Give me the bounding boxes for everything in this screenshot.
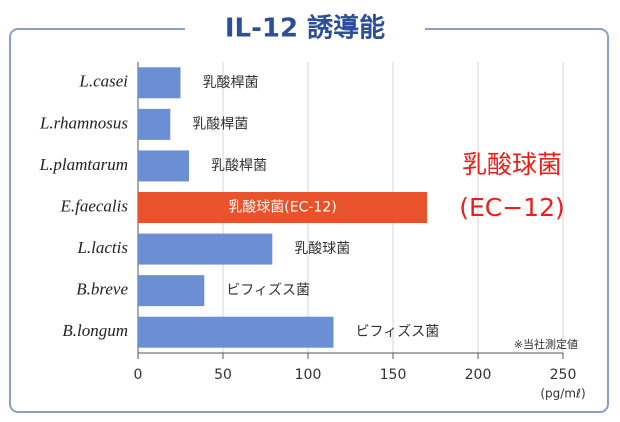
bar	[138, 233, 273, 265]
y-tick-label: L.plamtarum	[39, 155, 128, 174]
bar	[138, 150, 189, 182]
annotation: 乳酸球菌	[462, 150, 562, 179]
x-unit: (pg/mℓ)	[540, 387, 585, 401]
bar-label: 乳酸桿菌	[203, 75, 259, 91]
x-tick-label: 0	[134, 367, 143, 383]
y-tick-label: L.casei	[78, 72, 128, 91]
annotation: (EC−12)	[459, 193, 565, 222]
note: ※当社測定値	[514, 337, 578, 351]
x-tick-label: 100	[295, 367, 322, 383]
x-tick-label: 50	[214, 367, 232, 383]
bar-label: ビフィズス菌	[226, 283, 310, 299]
bar	[138, 108, 171, 140]
bar-label: 乳酸桿菌	[211, 158, 267, 174]
y-tick-label: B.longum	[62, 321, 128, 340]
bar-label: 乳酸球菌(EC-12)	[228, 200, 336, 216]
title-backing	[185, 14, 425, 44]
bar	[138, 67, 181, 99]
bar-label: ビフィズス菌	[356, 324, 440, 340]
bar-label: 乳酸桿菌	[192, 116, 248, 132]
y-tick-label: L.lactis	[76, 238, 128, 257]
y-tick-label: L.rhamnosus	[39, 113, 128, 132]
y-tick-label: B.breve	[76, 280, 128, 299]
y-tick-label: E.faecalis	[59, 196, 128, 215]
x-tick-label: 200	[465, 367, 492, 383]
bar-label: 乳酸球菌	[294, 241, 350, 257]
bar	[138, 192, 427, 223]
bar	[138, 275, 205, 307]
bar	[138, 316, 334, 348]
x-tick-label: 250	[550, 367, 577, 383]
chart-title: IL-12 誘導能	[225, 13, 385, 44]
x-tick-label: 150	[380, 367, 407, 383]
